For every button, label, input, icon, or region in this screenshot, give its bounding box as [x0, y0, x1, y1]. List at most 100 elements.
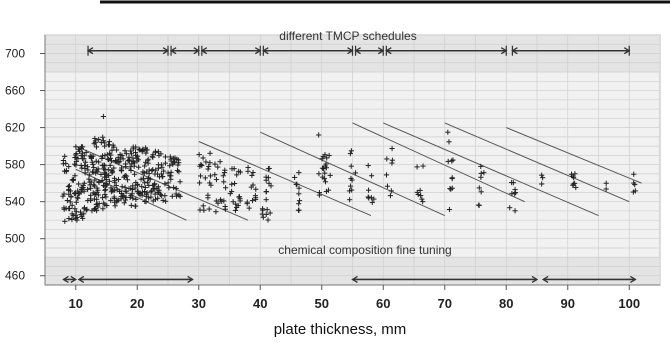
data-point: [137, 190, 143, 196]
data-point: [263, 211, 269, 218]
data-point: [81, 188, 87, 194]
data-point: [142, 180, 148, 186]
data-point: [83, 149, 89, 156]
data-point: [91, 164, 97, 171]
data-point: [127, 164, 133, 170]
data-point: [139, 184, 145, 190]
data-point: [109, 168, 115, 174]
data-point: [142, 163, 148, 169]
data-point: [99, 155, 105, 162]
data-point: [326, 152, 332, 159]
data-point: [369, 173, 375, 179]
data-point: [263, 177, 269, 183]
data-point: [231, 180, 238, 187]
data-point: [215, 164, 221, 170]
data-point: [200, 203, 206, 209]
data-point: [70, 213, 76, 219]
data-point: [322, 152, 328, 158]
data-point: [202, 175, 208, 181]
data-point: [265, 217, 271, 223]
data-point: [62, 153, 68, 159]
range-arrowhead-left: [541, 275, 549, 284]
data-point-outlier: [445, 129, 451, 135]
data-point: [237, 169, 244, 175]
data-point: [167, 163, 173, 169]
trend-line: [506, 127, 642, 184]
data-point: [205, 166, 211, 172]
data-point: [197, 173, 204, 179]
data-point: [229, 166, 235, 172]
data-point: [507, 205, 513, 211]
data-point: [109, 147, 115, 153]
data-point: [88, 179, 94, 185]
data-point: [119, 152, 125, 159]
bottom-range-arrow: [351, 275, 539, 284]
data-point: [252, 193, 259, 199]
data-point: [120, 156, 126, 162]
data-point: [102, 140, 108, 146]
data-point: [387, 193, 394, 199]
data-point: [573, 184, 579, 191]
data-point: [213, 176, 220, 183]
data-point: [148, 194, 154, 200]
data-point: [62, 218, 68, 224]
x-tick-label: 50: [315, 296, 329, 311]
data-point: [73, 150, 79, 157]
trend-line: [444, 122, 630, 203]
data-point: [348, 163, 354, 169]
x-tick-label: 90: [561, 296, 575, 311]
data-point: [72, 154, 78, 161]
y-tick-label: 700: [5, 47, 25, 61]
data-point: [159, 174, 165, 180]
data-point: [133, 152, 139, 158]
data-point: [78, 144, 85, 150]
data-point: [128, 167, 134, 174]
data-point: [140, 176, 146, 182]
data-point: [73, 199, 79, 205]
data-point: [96, 136, 102, 143]
data-point: [63, 168, 69, 175]
data-point: [94, 185, 100, 191]
data-point: [135, 182, 141, 188]
data-point: [102, 187, 109, 193]
data-point: [102, 167, 108, 173]
data-point: [175, 162, 181, 168]
data-point: [233, 201, 239, 207]
data-point: [133, 179, 139, 186]
data-point: [267, 210, 273, 216]
data-point: [92, 177, 98, 183]
data-point: [348, 148, 354, 154]
data-point: [89, 208, 95, 214]
data-point: [77, 209, 84, 215]
data-point: [103, 194, 109, 200]
data-point: [132, 185, 138, 191]
data-point: [105, 142, 112, 148]
data-point: [123, 151, 129, 157]
data-point: [260, 214, 266, 220]
top-range-arrow: [385, 45, 508, 56]
data-point: [232, 207, 239, 214]
data-point: [114, 198, 120, 204]
data-point: [249, 172, 255, 179]
data-point: [67, 199, 73, 205]
data-point: [155, 165, 162, 171]
data-point: [348, 175, 354, 182]
data-point: [213, 198, 219, 204]
data-point: [144, 169, 150, 175]
data-point: [88, 155, 94, 162]
data-point: [197, 163, 203, 169]
data-point: [137, 147, 143, 153]
data-point: [142, 198, 148, 205]
data-point: [322, 170, 328, 176]
data-point: [84, 164, 91, 170]
data-point: [129, 161, 135, 167]
data-point: [263, 197, 269, 203]
data-point: [249, 197, 256, 204]
data-point: [316, 189, 323, 196]
data-point: [478, 189, 484, 195]
trend-line: [352, 122, 525, 203]
data-point: [155, 195, 161, 201]
data-point: [87, 182, 93, 188]
data-point: [449, 158, 455, 164]
data-point: [229, 181, 235, 187]
